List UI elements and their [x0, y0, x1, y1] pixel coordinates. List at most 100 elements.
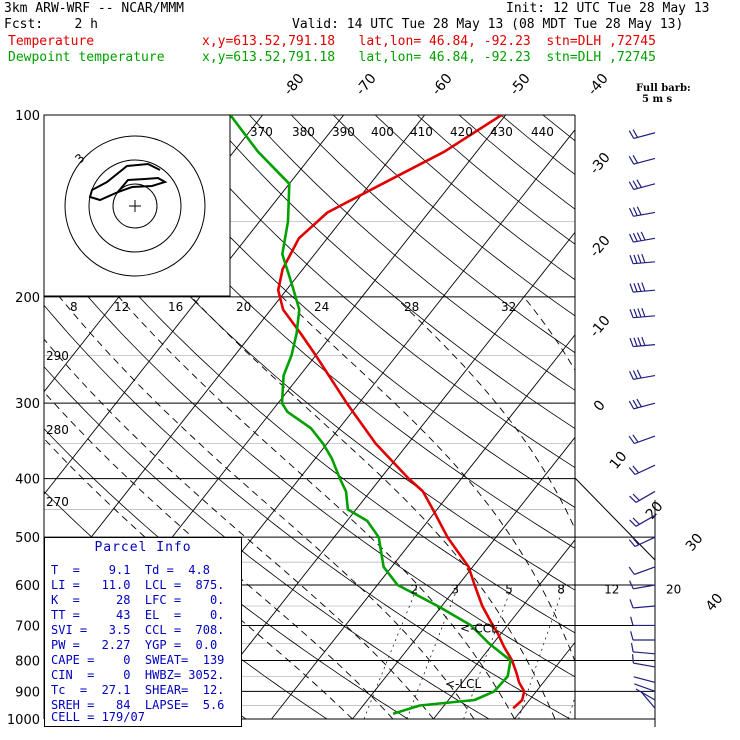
- dry-adiabat: [44, 182, 575, 634]
- valid-time: Valid: 14 UTC Tue 28 May 13 (08 MDT Tue …: [292, 17, 684, 32]
- temperature-profile: [276, 115, 526, 710]
- pressure-tick-label: 300: [15, 397, 40, 412]
- wind-barb-flag: [633, 254, 638, 264]
- wind-barb-flag: [632, 465, 640, 474]
- mixing-ratio-label: 8: [557, 583, 565, 597]
- wind-barb: [628, 536, 656, 548]
- wind-barb-shaft: [633, 662, 656, 668]
- wind-barb: [629, 599, 656, 609]
- wind-barb-flag: [630, 616, 634, 626]
- wind-barb-flag: [636, 398, 642, 408]
- mixing-ratio-label: 5: [505, 583, 513, 597]
- wind-barb: [629, 490, 656, 503]
- wind-barb: [628, 464, 656, 476]
- wind-barb-flag: [631, 654, 634, 664]
- wind-barb: [631, 654, 656, 668]
- wind-barb: [628, 398, 656, 410]
- wind-barb: [640, 691, 656, 709]
- wind-barb-shaft: [635, 688, 656, 701]
- theta-e-label: 290: [46, 349, 69, 363]
- moist-adiabat: [59, 296, 475, 720]
- theta-label: 380: [292, 125, 315, 139]
- isotherm-label: 20: [643, 499, 667, 523]
- isotherm-label: -40: [585, 71, 612, 99]
- parcel-row: SREH = 84 LAPSE= 5.6: [51, 698, 225, 712]
- wind-barb-flag: [630, 631, 634, 641]
- parcel-row: PW = 2.27 YGP = 0.0: [51, 638, 218, 652]
- wind-barb-flag: [641, 336, 646, 346]
- wind-barb-flag: [629, 519, 637, 527]
- wind-barb-flag: [630, 642, 634, 653]
- wind-barb-shaft: [634, 683, 656, 692]
- isotherm-label: -10: [587, 313, 614, 341]
- wind-barb-shaft: [634, 566, 656, 575]
- wind-barb-flag: [629, 283, 634, 293]
- wind-barb: [628, 179, 656, 191]
- wind-barb: [629, 308, 656, 319]
- wind-barb-flag: [636, 369, 642, 379]
- wind-barb: [628, 206, 656, 217]
- hodograph-origin: [129, 200, 141, 212]
- wind-barb-shaft: [634, 536, 656, 548]
- parcel-row: TT = 43 EL = 0.: [51, 608, 225, 622]
- parcel-row: K = 28 LFC = 0.: [51, 593, 225, 607]
- wind-barb-flag: [641, 254, 646, 263]
- wind-barb: [628, 369, 656, 380]
- isotherm-line: [352, 436, 575, 720]
- dry-adiabat: [44, 120, 575, 591]
- wind-barb-flag: [628, 233, 634, 243]
- wind-barb: [629, 514, 656, 527]
- dry-adiabat: [207, 115, 575, 430]
- wind-barb: [630, 642, 656, 655]
- isotherm-line: [44, 115, 426, 598]
- theta-e-label: 280: [46, 423, 69, 437]
- temperature-location: x,y=613.52,791.18 lat,lon= 46.84, -92.23…: [202, 34, 656, 49]
- hodograph-ring: [88, 159, 182, 253]
- pressure-tick-label: 900: [15, 685, 40, 700]
- wind-barb: [629, 336, 656, 348]
- wind-barb-shaft: [633, 584, 656, 590]
- pressure-tick-label: 800: [15, 654, 40, 669]
- wind-barb-flag: [632, 399, 639, 409]
- hodograph-speed-label: 8: [70, 300, 78, 314]
- wind-barb-flag: [629, 255, 634, 264]
- isotherm-label: -50: [507, 71, 534, 99]
- wind-barb: [628, 566, 656, 575]
- mixing-ratio-line: [363, 584, 419, 720]
- skew-edge: [574, 477, 656, 561]
- wind-barb-flag: [641, 308, 646, 317]
- wind-barb-flag: [629, 309, 634, 318]
- dry-adiabat: [44, 243, 575, 678]
- theta-label: 390: [332, 125, 355, 139]
- wind-barb-flag: [633, 283, 638, 292]
- dry-adiabat: [458, 115, 575, 210]
- theta-label: 430: [490, 125, 513, 139]
- mixing-ratio-label: 20: [666, 583, 681, 597]
- isotherm-line: [596, 115, 740, 719]
- lcl-marker: <-LCL: [445, 677, 481, 691]
- wind-barb-flag: [628, 370, 634, 380]
- wind-barb-flag: [636, 232, 642, 241]
- isotherm-label: -20: [587, 233, 614, 261]
- wind-barb-flag: [636, 179, 642, 188]
- wind-barb-flag: [629, 495, 637, 503]
- parcel-info-title: Parcel Info: [94, 540, 192, 555]
- init-time: Init: 12 UTC Tue 28 May 13: [506, 1, 710, 16]
- dry-adiabat: [627, 115, 740, 719]
- parcel-row: T = 9.1 Td = 4.8: [51, 563, 210, 577]
- parcel-row: LI = 11.0 LCL = 875.: [51, 578, 225, 592]
- pressure-tick-label: 600: [15, 579, 40, 594]
- parcel-row: CELL = 179/07: [51, 710, 145, 724]
- mixing-ratio-label: 12: [604, 583, 619, 597]
- wind-barb: [635, 688, 656, 701]
- dry-adiabat: [81, 115, 575, 549]
- theta-label: 370: [250, 125, 273, 139]
- isotherm-line: [190, 231, 575, 720]
- wind-legend-title: Full barb:: [636, 83, 691, 94]
- wind-barb: [628, 231, 656, 243]
- parcel-info-box: Parcel Info T = 9.1 Td = 4.8 LI = 11.0 L…: [44, 537, 242, 727]
- parcel-row: SVI = 3.5 CCL = 708.: [51, 623, 225, 637]
- wind-barb-flag: [632, 537, 640, 546]
- dry-adiabat: [44, 304, 571, 720]
- wind-barb-shaft: [633, 651, 656, 655]
